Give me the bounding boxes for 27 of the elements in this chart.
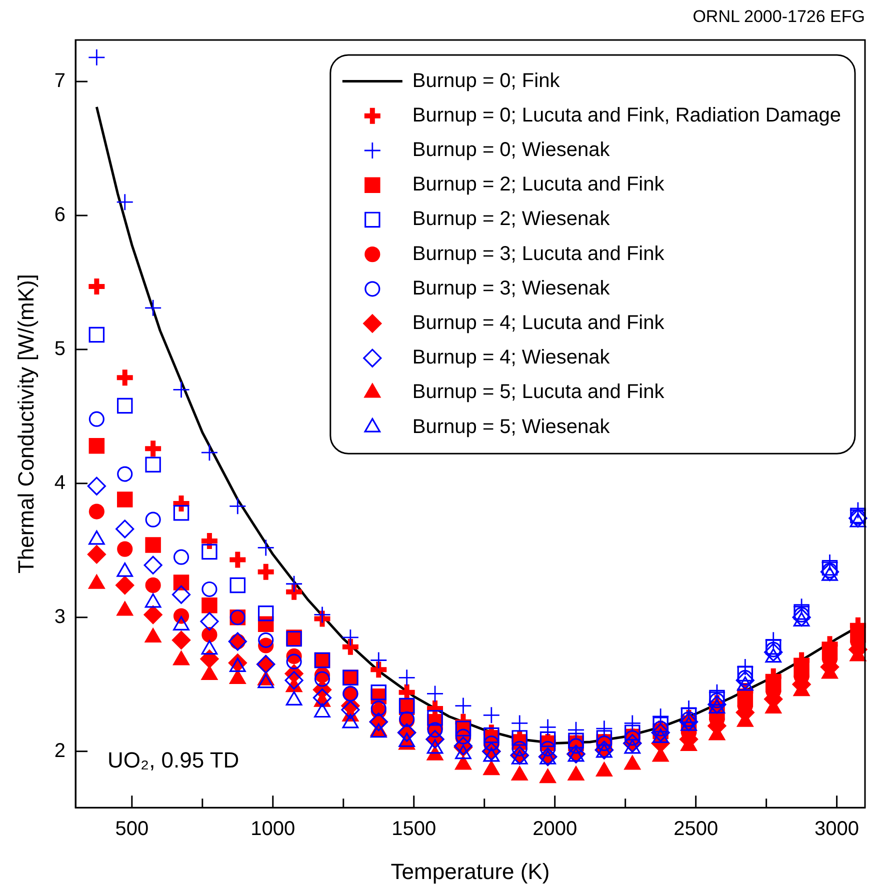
legend-label: Burnup = 0; Lucuta and Fink, Radiation Damage bbox=[412, 104, 842, 126]
annotation: UO₂, 0.95 TD bbox=[108, 748, 240, 773]
x-tick-label: 3000 bbox=[814, 818, 860, 840]
y-tick-label: 6 bbox=[54, 204, 66, 226]
y-tick-label: 2 bbox=[54, 740, 66, 762]
x-tick-label: 1500 bbox=[392, 818, 436, 840]
y-tick-label: 4 bbox=[54, 472, 66, 494]
legend-label: Burnup = 5; Lucuta and Fink bbox=[412, 381, 666, 404]
x-axis-title: Temperature (K) bbox=[390, 858, 550, 884]
legend-label: Burnup = 0; Fink bbox=[412, 70, 561, 92]
legend-label: Burnup = 4; Lucuta and Fink bbox=[412, 312, 666, 334]
y-tick-label: 3 bbox=[54, 606, 66, 628]
y-tick-label: 5 bbox=[54, 338, 66, 360]
legend-label: Burnup = 2; Lucuta and Fink bbox=[412, 174, 666, 196]
legend-label: Burnup = 3; Wiesenak bbox=[412, 277, 611, 300]
text: ORNL 2000-1726 EFG bbox=[692, 7, 865, 26]
x-tick-label: 2000 bbox=[532, 818, 578, 840]
y-tick-label: 7 bbox=[54, 70, 66, 92]
y-axis-title: Thermal Conductivity [W/(mK)] bbox=[13, 274, 38, 574]
x-tick-label: 1000 bbox=[250, 818, 296, 840]
legend-label: Burnup = 4; Wiesenak bbox=[412, 346, 611, 369]
x-tick-label: 500 bbox=[115, 818, 149, 840]
legend-label: Burnup = 5; Wiesenak bbox=[412, 416, 611, 438]
x-tick-label: 2500 bbox=[674, 818, 718, 840]
legend-label: Burnup = 3; Lucuta and Fink bbox=[412, 242, 666, 265]
legend-label: Burnup = 2; Wiesenak bbox=[412, 208, 611, 230]
legend-label: Burnup = 0; Wiesenak bbox=[412, 139, 611, 162]
